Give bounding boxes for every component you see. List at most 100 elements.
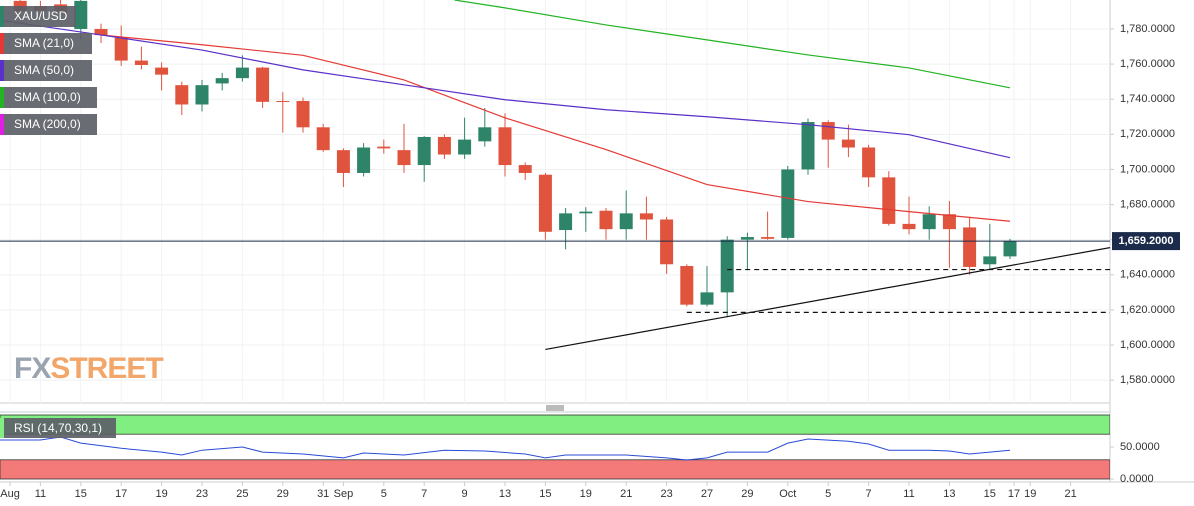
legend-box <box>0 418 116 438</box>
x-tick-label: 13 <box>943 488 955 500</box>
candle-body <box>579 211 593 214</box>
legend-box <box>0 60 92 81</box>
x-tick-label: 9 <box>462 488 468 500</box>
candle-body <box>316 127 330 151</box>
candle-body <box>256 67 270 102</box>
candle-body <box>94 28 108 36</box>
legend-swatch <box>0 114 4 135</box>
sma-line <box>454 0 1011 89</box>
watermark: FXSTREET <box>14 352 163 385</box>
rsi-pane <box>0 414 1110 480</box>
x-tick-label: 11 <box>903 488 914 500</box>
candle-body <box>781 169 795 238</box>
x-tick-label: 15 <box>539 488 551 500</box>
candle-body <box>235 67 249 79</box>
legend-label: RSI (14,70,30,1) <box>14 421 102 435</box>
x-tick-label: Sep <box>334 488 354 500</box>
last-price-label: 1,659.2000 <box>1118 235 1173 247</box>
x-tick-label: 5 <box>381 488 387 500</box>
candle-body <box>498 127 512 166</box>
y-tick-label: 1,680.0000 <box>1120 198 1175 210</box>
legend-label: SMA (100,0) <box>14 90 81 104</box>
candle-body <box>518 165 532 173</box>
candle-body <box>922 214 936 230</box>
x-tick-label: 19 <box>155 488 167 500</box>
candle-body <box>155 67 169 75</box>
x-tick-label: 25 <box>236 488 248 500</box>
candle-body <box>478 127 492 142</box>
rsi-band <box>0 459 1110 480</box>
x-tick-label: Oct <box>779 488 796 500</box>
candle-body <box>660 219 674 265</box>
candle-body <box>942 214 956 230</box>
y-tick-label: 50.0000 <box>1120 441 1160 453</box>
y-tick-label: 1,740.0000 <box>1120 93 1175 105</box>
candle-body <box>74 0 88 29</box>
legend-label: SMA (200,0) <box>14 117 81 131</box>
candle-body <box>1003 241 1017 257</box>
rsi-line <box>0 436 1011 461</box>
x-tick-label: 17 <box>1008 488 1020 500</box>
candle-body <box>740 237 754 240</box>
candle-body <box>821 122 835 140</box>
y-tick-label: 1,580.0000 <box>1120 374 1175 386</box>
candle-body <box>720 239 734 293</box>
x-tick-label: 13 <box>499 488 511 500</box>
legend-box <box>0 6 76 27</box>
x-tick-label: 19 <box>1024 488 1036 500</box>
y-tick-label: 1,600.0000 <box>1120 339 1175 351</box>
candle-body <box>397 150 411 166</box>
x-tick-label: 27 <box>701 488 713 500</box>
legend-swatch <box>0 33 4 54</box>
watermark-street: STREET <box>50 352 163 385</box>
x-tick-label: 19 <box>580 488 592 500</box>
x-tick-label: 15 <box>984 488 996 500</box>
y-tick-label: 1,760.0000 <box>1120 58 1175 70</box>
candle-body <box>619 213 633 230</box>
y-tick-label: 1,780.0000 <box>1120 23 1175 35</box>
candle-body <box>761 237 775 239</box>
candle-body <box>195 85 209 105</box>
x-tick-label: 15 <box>75 488 87 500</box>
x-tick-label: 5 <box>825 488 831 500</box>
x-tick-label: 21 <box>620 488 632 500</box>
candle-body <box>417 136 431 166</box>
candle-body <box>276 100 290 102</box>
y-tick-label: 1,620.0000 <box>1120 304 1175 316</box>
candle-body <box>357 147 371 173</box>
x-tick-label: 17 <box>115 488 127 500</box>
candle-body <box>983 256 997 265</box>
legend-box <box>0 114 97 135</box>
legend-box <box>0 33 92 54</box>
x-tick-label: 7 <box>421 488 427 500</box>
candle-body <box>639 213 653 220</box>
candle-body <box>458 139 472 155</box>
candle-body <box>114 37 128 61</box>
candle-body <box>599 210 613 230</box>
rsi-band <box>0 414 1110 435</box>
candle-body <box>559 213 573 231</box>
candle-body <box>801 122 815 170</box>
candle-body <box>296 100 310 128</box>
axes: 1,580.0000 1,600.0000 1,620.0000 1,640.0000… <box>0 23 1180 500</box>
candle-body <box>336 150 350 173</box>
y-tick-label: 0.0000 <box>1120 473 1154 485</box>
legend-label: XAU/USD <box>14 9 68 23</box>
x-tick-label: 23 <box>196 488 208 500</box>
legend-box <box>0 87 97 108</box>
candle-body <box>841 139 855 148</box>
candle-body <box>963 227 977 267</box>
watermark-fx: FX <box>14 352 51 385</box>
y-tick-label: 1,640.0000 <box>1120 269 1175 281</box>
legend-swatch <box>0 418 4 438</box>
candle-body <box>700 292 714 305</box>
x-tick-label: Aug <box>0 488 20 500</box>
x-tick-label: 11 <box>35 488 46 500</box>
x-tick-label: 29 <box>741 488 753 500</box>
pane-handle[interactable] <box>545 405 565 411</box>
sma-line <box>100 34 1011 222</box>
sma-line <box>0 19 1011 159</box>
candle-body <box>175 85 189 105</box>
y-tick-label: 1,720.0000 <box>1120 128 1175 140</box>
